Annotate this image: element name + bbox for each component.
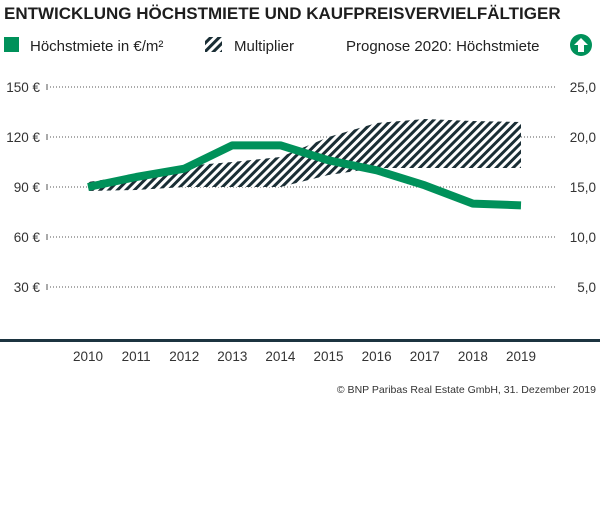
- x-tick-label: 2011: [122, 349, 151, 364]
- y-right-tick-label: 10,0: [570, 230, 596, 245]
- rent-line: [87, 141, 522, 210]
- x-axis-baseline: [0, 339, 600, 342]
- x-tick-label: 2016: [362, 349, 392, 364]
- y-left-tick-label: 120 €: [6, 130, 40, 145]
- legend: Höchstmiete in €/m² Multiplier Prognose …: [4, 34, 592, 56]
- legend-label-multiplier: Multiplier: [234, 38, 294, 55]
- legend-swatch-rent: [4, 37, 19, 52]
- x-tick-label: 2014: [265, 349, 296, 364]
- y-right-tick-label: 20,0: [570, 130, 596, 145]
- x-tick-label: 2018: [458, 349, 488, 364]
- y-right-tick-label: 5,0: [577, 280, 596, 295]
- y-right-tick-label: 25,0: [570, 80, 596, 95]
- y-left-tick-label: 60 €: [14, 230, 41, 245]
- y-left-tick-label: 90 €: [14, 180, 41, 195]
- chart-title: ENTWICKLUNG HÖCHSTMIETE UND KAUFPREISVER…: [4, 4, 561, 23]
- x-tick-label: 2017: [410, 349, 440, 364]
- y-left-tick-label: 150 €: [6, 80, 40, 95]
- x-tick-label: 2013: [217, 349, 247, 364]
- legend-swatch-multiplier: [205, 37, 222, 52]
- legend-label-forecast: Prognose 2020: Höchstmiete: [346, 38, 539, 55]
- y-right-tick-label: 15,0: [570, 180, 596, 195]
- x-tick-label: 2012: [169, 349, 199, 364]
- legend-label-rent: Höchstmiete in €/m²: [30, 38, 163, 55]
- x-tick-label: 2019: [506, 349, 536, 364]
- arrow-up-circle-icon: [570, 34, 592, 56]
- y-left-tick-label: 30 €: [14, 280, 41, 295]
- source-note: © BNP Paribas Real Estate GmbH, 31. Deze…: [337, 384, 596, 396]
- x-tick-label: 2015: [314, 349, 344, 364]
- x-tick-label: 2010: [73, 349, 103, 364]
